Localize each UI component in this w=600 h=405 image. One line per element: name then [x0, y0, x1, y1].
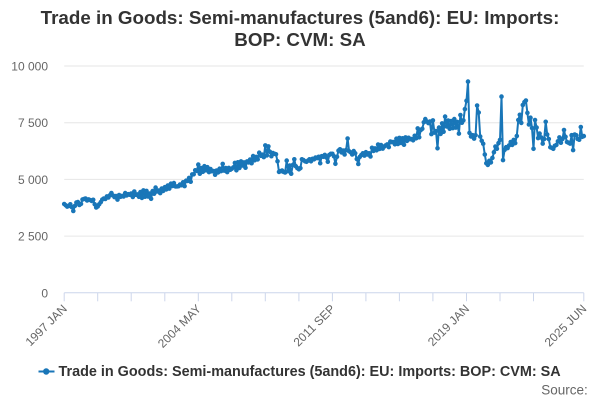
svg-text:Trade in Goods: Semi-manufactu: Trade in Goods: Semi-manufactures (5and6…: [41, 7, 560, 28]
svg-text:7 500: 7 500: [18, 116, 48, 130]
svg-text:10 000: 10 000: [11, 60, 48, 74]
svg-text:5 000: 5 000: [18, 173, 48, 187]
svg-text:2 500: 2 500: [18, 230, 48, 244]
svg-text:BOP: CVM: SA: BOP: CVM: SA: [234, 29, 366, 50]
svg-text:0: 0: [41, 286, 48, 300]
svg-text:Source:: Source:: [541, 383, 588, 398]
svg-text:Trade in Goods: Semi-manufactu: Trade in Goods: Semi-manufactures (5and6…: [59, 364, 562, 380]
